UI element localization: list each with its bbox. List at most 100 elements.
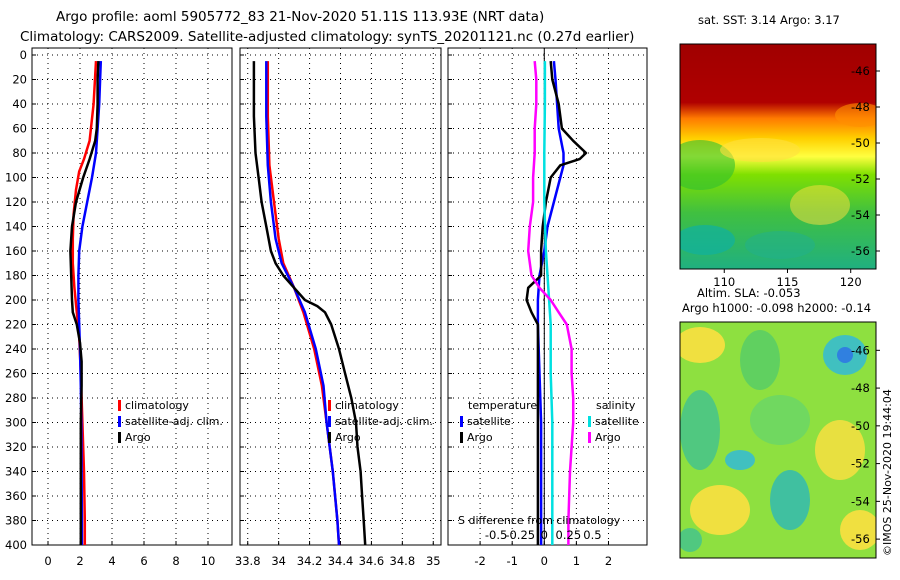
top-tick-label: 0	[541, 528, 548, 542]
x-tick-label: -1	[506, 554, 517, 568]
x-tick-label: 34.8	[390, 554, 416, 568]
legend-argo: Argo	[335, 431, 361, 444]
legend-swatch-satellite	[328, 416, 331, 427]
top-tick-label: 0.25	[556, 528, 582, 542]
temperature-panel-frame	[31, 47, 233, 546]
sla-map	[680, 322, 876, 558]
sst-patch	[835, 103, 876, 127]
tick-layer: 0204060801001201401601802002202402602803…	[5, 48, 612, 568]
salinity-panel-frame	[239, 47, 442, 546]
sst-lon-label: 110	[713, 275, 735, 289]
y-tick-label: 200	[5, 293, 27, 307]
sla-lat-label: -50	[851, 419, 870, 433]
sla-patch	[680, 390, 720, 470]
sst-patch	[720, 138, 800, 162]
sla-patch	[680, 528, 702, 552]
sla-patch	[690, 485, 750, 535]
y-tick-label: 20	[12, 73, 27, 87]
sst-lat-label: -48	[851, 100, 870, 114]
x-tick-label: 1	[573, 554, 580, 568]
y-tick-label: 80	[12, 146, 27, 160]
y-tick-label: 320	[5, 440, 27, 454]
sla-patch	[750, 395, 810, 445]
sla-patch	[725, 450, 755, 470]
legend-argo: Argo	[125, 431, 151, 444]
y-tick-label: 280	[5, 391, 27, 405]
y-tick-label: 380	[5, 514, 27, 528]
y-tick-label: 400	[5, 538, 27, 552]
legend-swatch-sal-argo	[588, 432, 591, 443]
sla-patch	[680, 327, 725, 363]
sla-map-title-2: Argo h1000: -0.098 h2000: -0.14	[682, 301, 871, 315]
legend-swatch-climatology	[118, 400, 121, 411]
legend-temp-argo: Argo	[467, 431, 493, 444]
difference-salinity-scale: -0.5-0.25 0 0.25 0.5	[485, 528, 602, 542]
temperature-legend: climatology satellite-adj. clim. Argo	[118, 399, 223, 444]
grid-layer	[32, 48, 647, 546]
y-tick-label: 220	[5, 318, 27, 332]
y-tick-label: 40	[12, 97, 27, 111]
y-tick-label: 160	[5, 244, 27, 258]
legend-swatch-sal-satellite	[588, 416, 591, 427]
x-tick-label: 0	[541, 554, 548, 568]
x-tick-label: 2	[76, 554, 83, 568]
sst-lat-label: -46	[851, 64, 870, 78]
sst-lat-label: -50	[851, 136, 870, 150]
sla-patch	[740, 330, 780, 390]
x-tick-label: 2	[605, 554, 612, 568]
top-tick-label: -0.5	[485, 528, 507, 542]
x-tick-label: 34	[271, 554, 286, 568]
y-tick-label: 240	[5, 342, 27, 356]
series-line-climatology	[71, 61, 98, 545]
y-tick-label: 300	[5, 416, 27, 430]
y-tick-label: 360	[5, 489, 27, 503]
sst-lon-label: 120	[840, 275, 862, 289]
legend-swatch-climatology	[328, 400, 331, 411]
y-tick-label: 340	[5, 465, 27, 479]
legend-satellite: satellite-adj. clim.	[335, 415, 433, 428]
sla-lat-label: -52	[851, 457, 870, 471]
sla-lat-label: -54	[851, 494, 870, 508]
sla-lat-label: -48	[851, 381, 870, 395]
x-tick-label: 34.2	[297, 554, 323, 568]
top-tick-label: 0.5	[583, 528, 601, 542]
legend-climatology: climatology	[335, 399, 399, 412]
legend-swatch-argo	[328, 432, 331, 443]
sla-lat-label: -46	[851, 343, 870, 357]
x-tick-label: 4	[108, 554, 115, 568]
x-tick-label: 8	[172, 554, 179, 568]
legend-sal-satellite: satellite	[595, 415, 639, 428]
x-tick-label: 34.6	[359, 554, 385, 568]
legend-swatch-temp-satellite	[460, 416, 463, 427]
sst-map-frame	[679, 43, 877, 270]
legend-swatch-temp-argo	[460, 432, 463, 443]
x-tick-label: -2	[474, 554, 485, 568]
top-tick-label: -0.25	[505, 528, 535, 542]
series-line-temperature-satellite	[536, 60, 565, 545]
x-tick-label: 6	[140, 554, 147, 568]
series-line-argo	[69, 61, 100, 545]
legend-temperature-heading: temperature	[468, 399, 537, 412]
sst-patch	[745, 231, 815, 259]
header-line-1: Argo profile: aoml 5905772_83 21-Nov-202…	[56, 9, 544, 25]
sst-lat-label: -56	[851, 244, 870, 258]
x-tick-label: 0	[44, 554, 51, 568]
x-tick-label: 10	[201, 554, 216, 568]
sst-map	[680, 44, 876, 269]
map-axis-ticks: -46 -48 -50 -52 -54 -56 110 115 120 -46 -48 -50 -52 -…	[713, 64, 880, 546]
sla-patch	[770, 470, 810, 530]
sla-patch	[815, 420, 865, 480]
legend-swatch-argo	[118, 432, 121, 443]
legend-salinity-heading: salinity	[596, 399, 636, 412]
y-tick-label: 100	[5, 171, 27, 185]
legend-satellite: satellite-adj. clim.	[125, 415, 223, 428]
legend-climatology: climatology	[125, 399, 189, 412]
sst-lat-label: -54	[851, 208, 870, 222]
sst-patch	[680, 225, 735, 255]
sst-patch	[790, 185, 850, 225]
salinity-legend: climatology satellite-adj. clim. Argo	[328, 399, 433, 444]
sst-map-title: sat. SST: 3.14 Argo: 3.17	[698, 13, 840, 27]
legend-swatch-satellite	[118, 416, 121, 427]
y-tick-label: 60	[12, 122, 27, 136]
